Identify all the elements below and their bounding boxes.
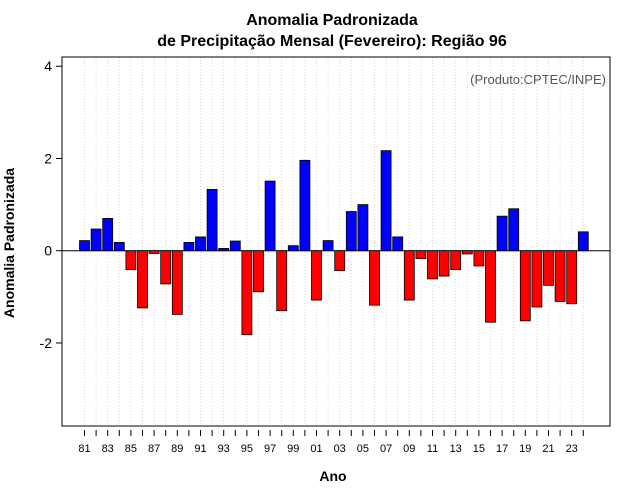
chart-subtitle: de Precipitação Mensal (Fevereiro): Regi… — [157, 33, 507, 50]
bar-2021 — [543, 250, 554, 286]
bar-2006 — [369, 250, 380, 306]
bar-1998 — [276, 250, 288, 312]
bar-2002 — [322, 240, 334, 252]
bar-1982 — [90, 228, 102, 252]
bar-1984 — [113, 242, 125, 252]
x-tick-label: 19 — [519, 443, 531, 455]
x-tick-label: 11 — [427, 443, 438, 455]
bar-1987 — [148, 250, 160, 254]
x-tick-label: 13 — [450, 443, 462, 455]
bar-2008 — [392, 236, 404, 252]
x-tick-label: 15 — [473, 443, 485, 455]
x-tick-label: 87 — [148, 443, 160, 455]
x-tick-label: 03 — [334, 443, 346, 455]
x-tick-label: 09 — [403, 443, 415, 455]
bar-1986 — [137, 250, 148, 309]
bar-2003 — [334, 250, 346, 271]
y-axis-label: Anomalia Padronizada — [1, 168, 17, 318]
bar-1993 — [218, 248, 230, 252]
bar-1985 — [125, 250, 137, 271]
bar-2007 — [380, 150, 392, 252]
bar-2024 — [577, 231, 589, 252]
x-axis: 81 83 85 87 89 91 93 95 97 99 01 03 05 07 09 11 13 15 17 19… — [78, 430, 584, 455]
bar-1995 — [241, 250, 253, 336]
bar-2015 — [473, 250, 485, 267]
x-axis-label: Ano — [319, 468, 346, 484]
bar-2016 — [485, 250, 496, 323]
plot-frame — [61, 56, 611, 427]
y-tick-label: 4 — [44, 58, 52, 74]
bar-1992 — [206, 188, 218, 252]
bar-1999 — [287, 245, 299, 252]
bar-1988 — [160, 250, 172, 285]
bar-2001 — [311, 250, 322, 301]
bar-1990 — [183, 242, 195, 252]
y-tick-label: 2 — [44, 150, 52, 166]
bar-2017 — [496, 215, 508, 252]
x-tick-label: 83 — [102, 443, 114, 455]
x-tick-label: 05 — [357, 443, 369, 455]
bar-2000 — [299, 159, 311, 252]
bar-1996 — [253, 250, 264, 293]
bar-2013 — [450, 250, 462, 271]
x-tick-label: 85 — [125, 443, 137, 455]
bar-1994 — [229, 240, 241, 252]
bar-2005 — [357, 204, 369, 252]
bar-2011 — [427, 250, 438, 280]
x-tick-label: 89 — [171, 443, 183, 455]
bar-2020 — [531, 250, 543, 308]
bars — [79, 150, 589, 336]
chart-title: Anomalia Padronizada — [246, 12, 418, 29]
bar-2023 — [566, 250, 578, 305]
bar-1997 — [264, 180, 276, 252]
bar-2004 — [345, 211, 357, 252]
bar-2019 — [519, 250, 531, 322]
bar-2022 — [554, 250, 566, 302]
bar-2018 — [508, 208, 520, 252]
x-tick-label: 91 — [194, 443, 206, 455]
y-axis: -2 0 2 4 — [40, 58, 62, 351]
bar-2010 — [415, 250, 427, 259]
y-tick-label: -2 — [40, 335, 53, 351]
x-tick-label: 07 — [380, 443, 392, 455]
x-tick-label: 93 — [218, 443, 230, 455]
x-tick-label: 01 — [310, 443, 322, 455]
bar-2012 — [438, 250, 450, 277]
x-tick-label: 99 — [287, 443, 299, 455]
bar-2009 — [403, 250, 415, 301]
bar-1989 — [171, 250, 183, 315]
bar-1981 — [79, 240, 90, 252]
bar-2014 — [461, 250, 473, 255]
x-tick-label: 23 — [566, 443, 578, 455]
x-tick-label: 17 — [496, 443, 508, 455]
bar-1983 — [102, 218, 114, 252]
x-tick-label: 97 — [264, 443, 276, 455]
x-tick-label: 95 — [241, 443, 253, 455]
x-tick-label: 81 — [78, 443, 90, 455]
y-tick-label: 0 — [44, 243, 52, 259]
bar-1991 — [195, 236, 206, 252]
x-tick-label: 21 — [542, 443, 554, 455]
